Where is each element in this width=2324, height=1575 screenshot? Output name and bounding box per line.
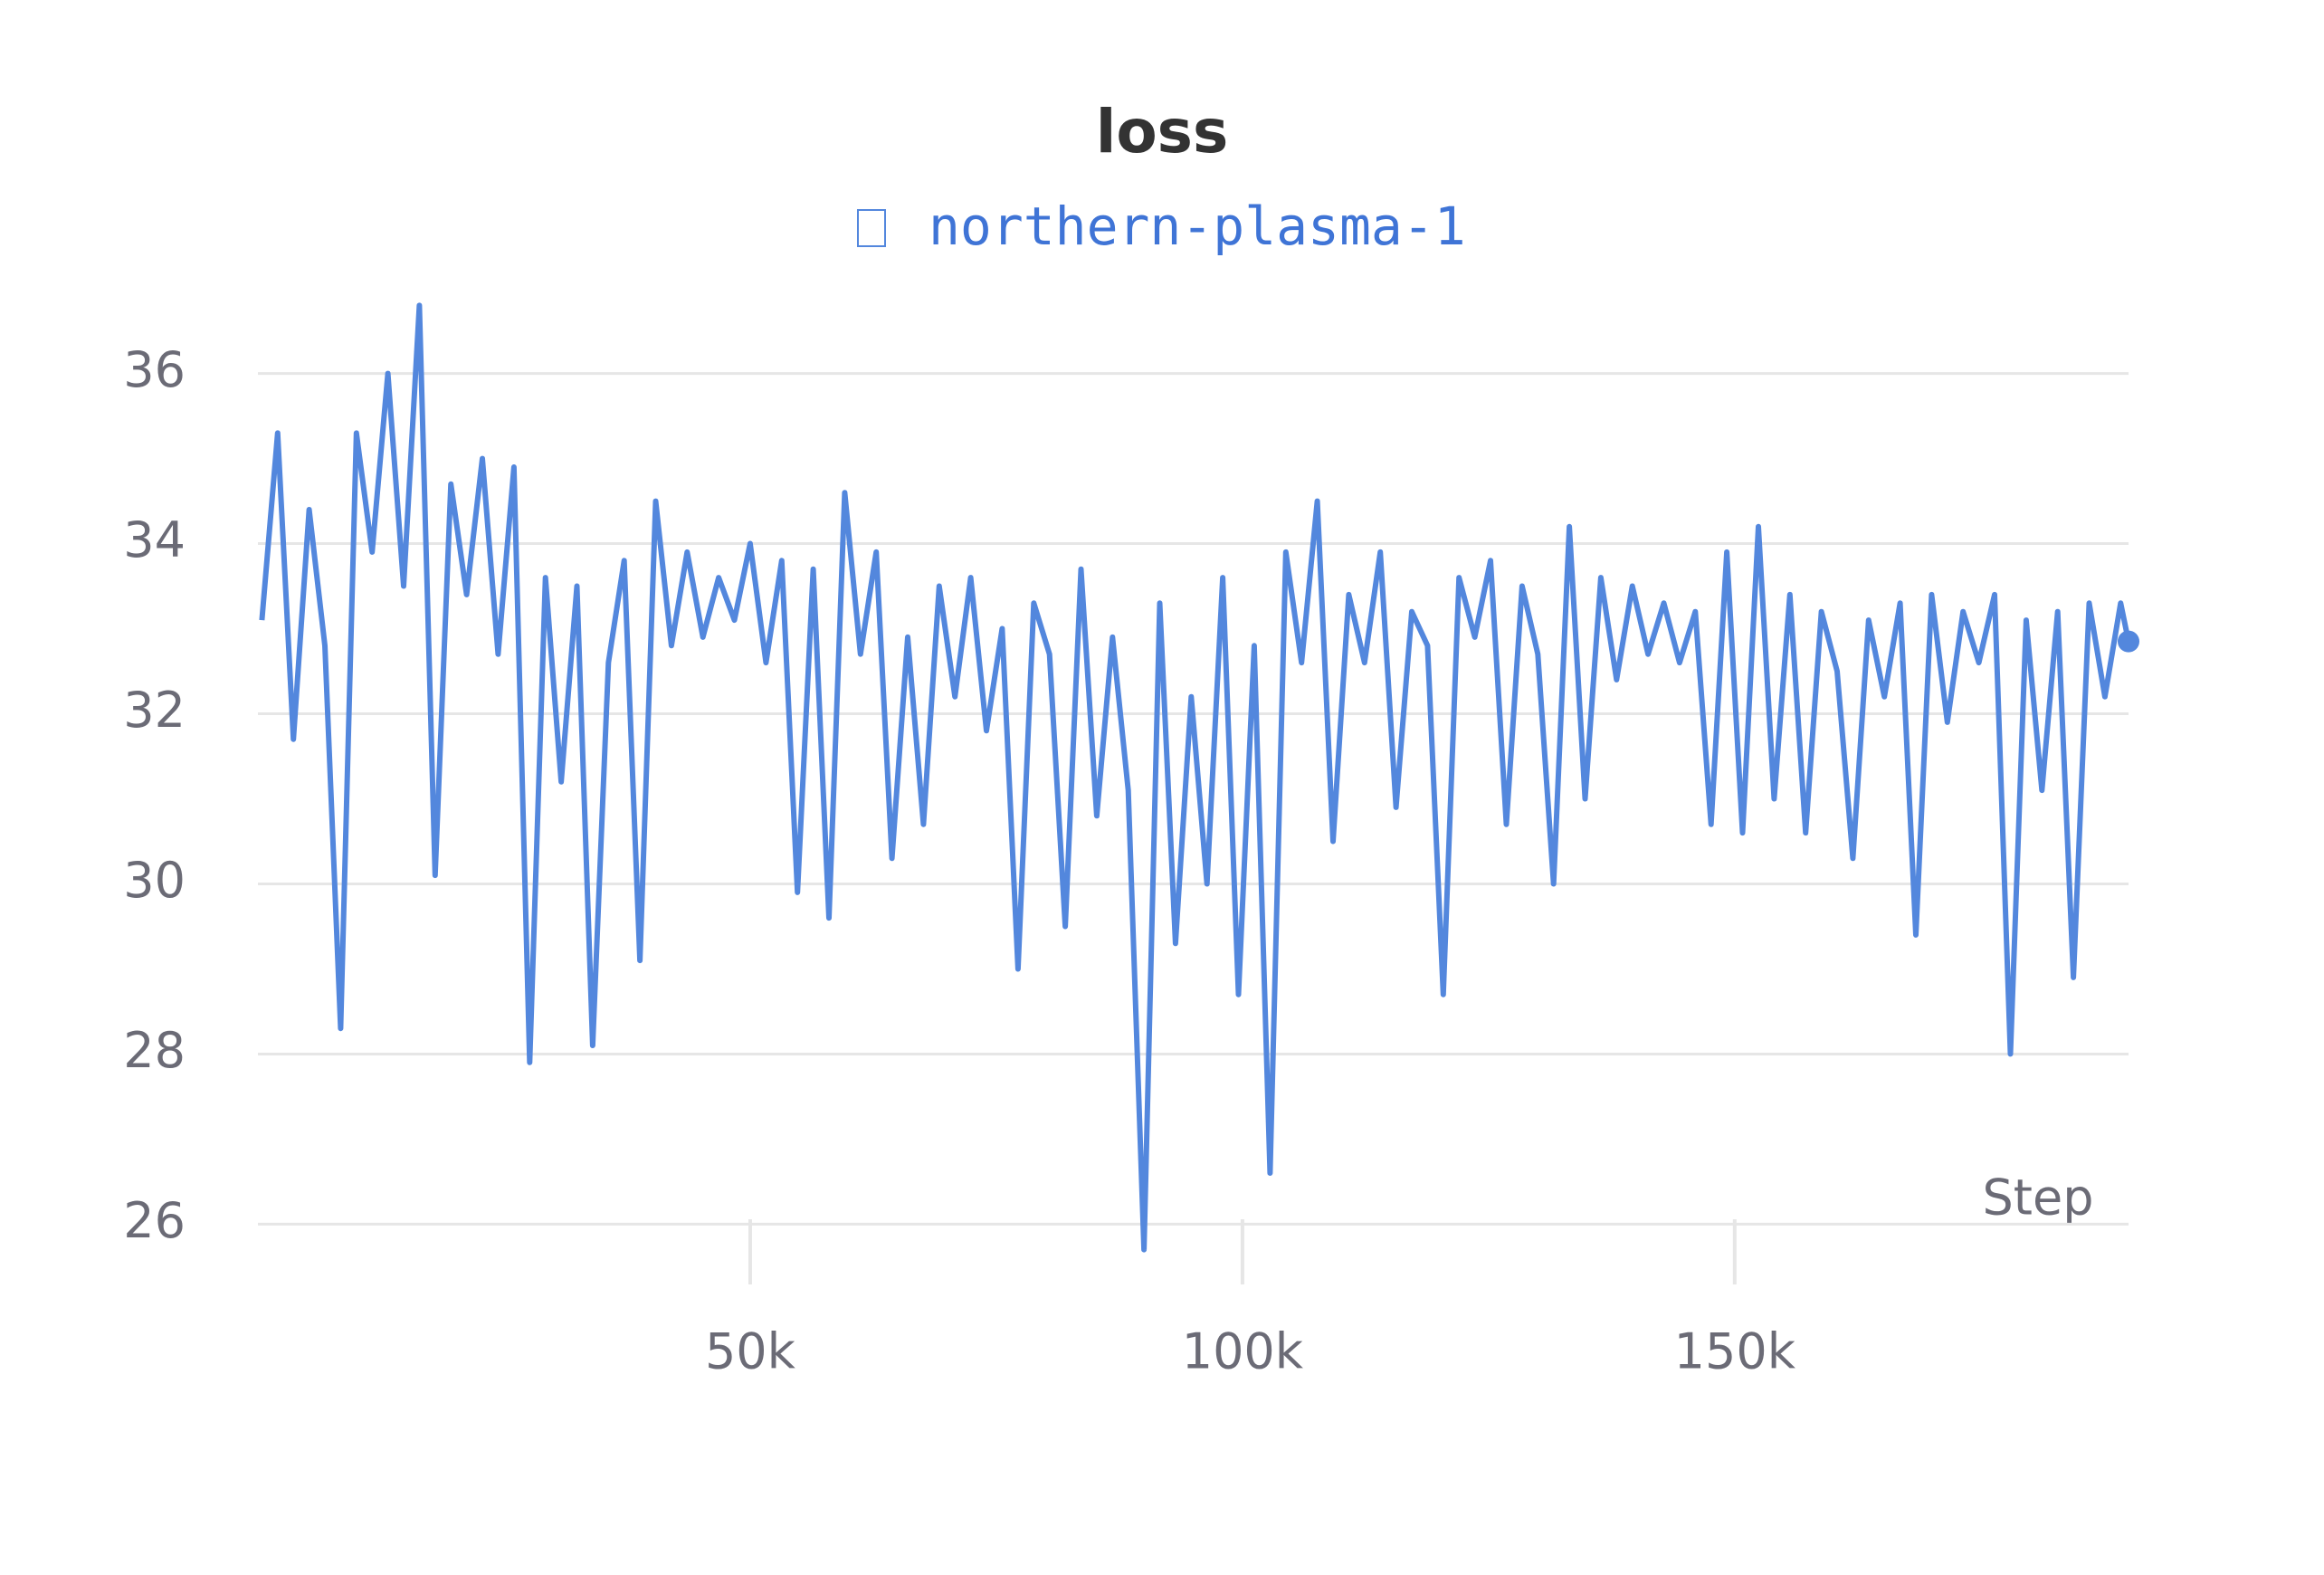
x-tick-label: 100k [1182, 1323, 1304, 1380]
y-tick-label: 30 [123, 852, 186, 909]
legend-marker [857, 209, 886, 247]
y-tick-label: 36 [123, 341, 186, 398]
series-line [259, 302, 2131, 1253]
end-point [2118, 630, 2139, 653]
legend: northern-plasma-1 [857, 196, 1466, 257]
y-tick-label: 28 [123, 1022, 186, 1079]
chart-title: loss [1096, 97, 1229, 167]
y-tick-label: 34 [123, 511, 186, 568]
x-tick-label: 150k [1674, 1323, 1796, 1380]
x-tick-label: 50k [705, 1323, 796, 1380]
y-tick-label: 26 [123, 1192, 186, 1249]
x-axis-label: Step [1983, 1169, 2094, 1227]
legend-label: northern-plasma-1 [929, 196, 1466, 257]
y-tick-label: 32 [123, 682, 186, 739]
